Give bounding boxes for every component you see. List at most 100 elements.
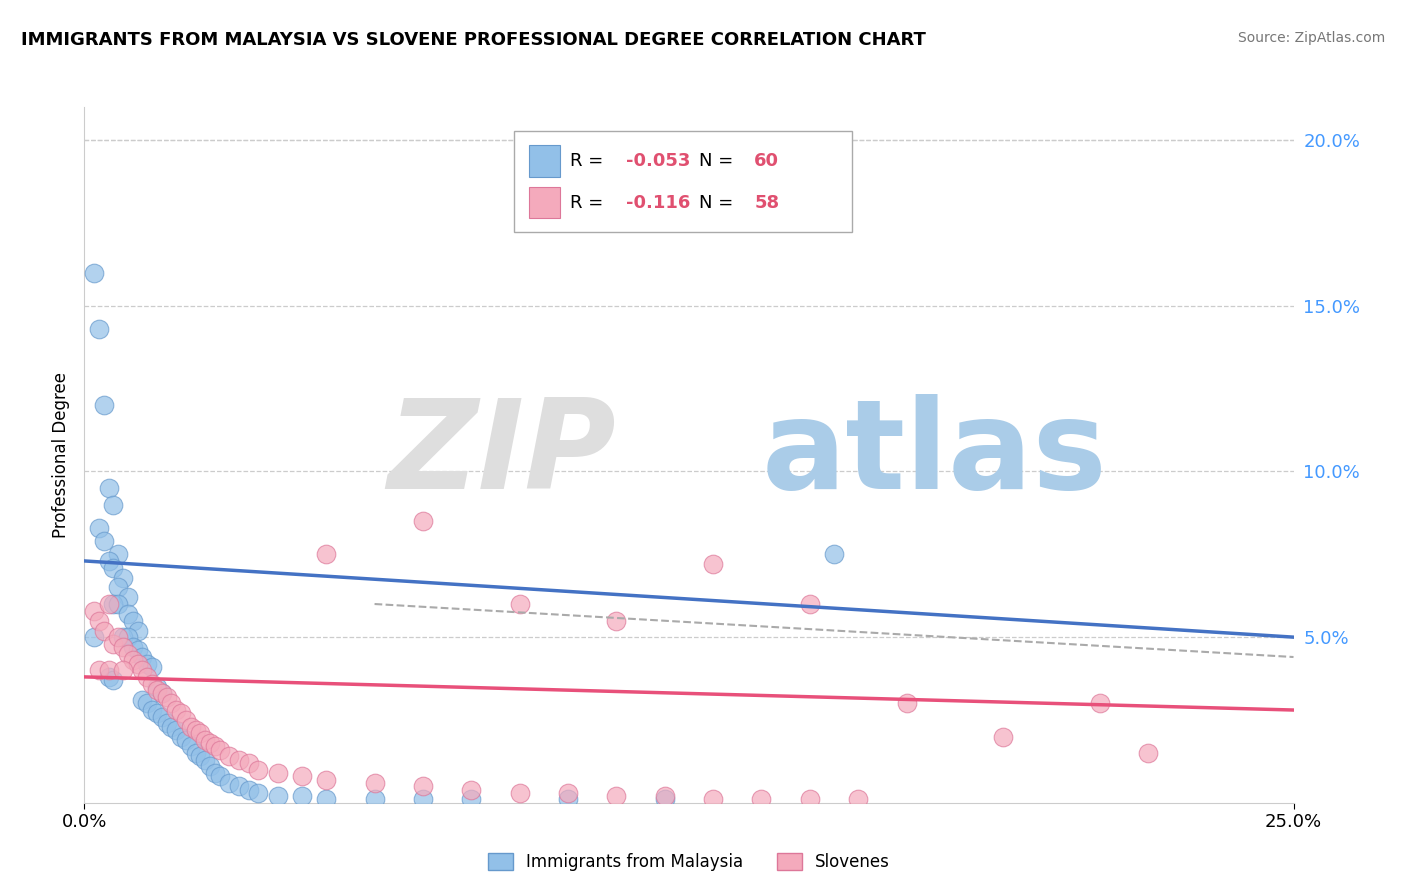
Point <box>131 663 153 677</box>
Point <box>97 481 120 495</box>
Point <box>150 709 173 723</box>
Point <box>131 650 153 665</box>
Point <box>315 547 337 561</box>
Point <box>363 776 385 790</box>
Point <box>103 673 125 688</box>
Point <box>127 643 149 657</box>
Bar <box>529 187 560 219</box>
Point <box>141 703 163 717</box>
Text: IMMIGRANTS FROM MALAYSIA VS SLOVENE PROFESSIONAL DEGREE CORRELATION CHART: IMMIGRANTS FROM MALAYSIA VS SLOVENE PROF… <box>21 31 927 49</box>
Point <box>117 607 139 621</box>
Point <box>97 670 120 684</box>
Point <box>93 624 115 638</box>
Point <box>87 521 110 535</box>
Point <box>412 514 434 528</box>
Point <box>799 792 821 806</box>
Point <box>291 769 314 783</box>
Point <box>160 720 183 734</box>
Point <box>112 630 135 644</box>
Point <box>180 739 202 754</box>
Point <box>127 624 149 638</box>
Point <box>557 792 579 806</box>
Point <box>896 697 918 711</box>
Bar <box>529 145 560 177</box>
Point <box>605 614 627 628</box>
Point <box>165 723 187 737</box>
Point <box>247 786 270 800</box>
Y-axis label: Professional Degree: Professional Degree <box>52 372 70 538</box>
Point <box>198 759 221 773</box>
Point <box>509 597 531 611</box>
Point <box>654 789 676 804</box>
Point <box>557 786 579 800</box>
Point <box>315 772 337 787</box>
Point <box>87 322 110 336</box>
FancyBboxPatch shape <box>513 131 852 232</box>
Point <box>112 570 135 584</box>
Point <box>190 726 212 740</box>
Point <box>204 766 226 780</box>
Point <box>194 753 217 767</box>
Text: R =: R = <box>571 194 609 212</box>
Point <box>1088 697 1111 711</box>
Point <box>146 683 169 698</box>
Point <box>121 640 143 654</box>
Text: -0.116: -0.116 <box>626 194 690 212</box>
Point <box>218 749 240 764</box>
Point <box>141 676 163 690</box>
Point <box>107 597 129 611</box>
Point <box>83 630 105 644</box>
Point <box>150 686 173 700</box>
Text: 60: 60 <box>754 152 779 169</box>
Point <box>1137 746 1160 760</box>
Text: N =: N = <box>699 194 738 212</box>
Point <box>97 554 120 568</box>
Point <box>150 686 173 700</box>
Point <box>103 498 125 512</box>
Point <box>291 789 314 804</box>
Point <box>218 776 240 790</box>
Point <box>654 792 676 806</box>
Point <box>194 732 217 747</box>
Point <box>136 697 159 711</box>
Point <box>165 703 187 717</box>
Point <box>112 663 135 677</box>
Point <box>174 732 197 747</box>
Point <box>127 657 149 671</box>
Point <box>117 647 139 661</box>
Point <box>131 693 153 707</box>
Text: atlas: atlas <box>762 394 1108 516</box>
Point <box>121 653 143 667</box>
Point <box>993 730 1015 744</box>
Point <box>107 630 129 644</box>
Point <box>208 769 231 783</box>
Text: -0.053: -0.053 <box>626 152 690 169</box>
Point <box>198 736 221 750</box>
Point <box>702 558 724 572</box>
Point <box>460 782 482 797</box>
Point <box>155 716 177 731</box>
Point <box>315 792 337 806</box>
Point <box>204 739 226 754</box>
Point <box>155 690 177 704</box>
Point <box>141 660 163 674</box>
Point <box>87 663 110 677</box>
Point <box>238 782 260 797</box>
Point <box>702 792 724 806</box>
Point <box>107 547 129 561</box>
Text: ZIP: ZIP <box>388 394 616 516</box>
Point <box>605 789 627 804</box>
Point <box>146 706 169 721</box>
Point <box>184 746 207 760</box>
Point <box>799 597 821 611</box>
Point <box>107 581 129 595</box>
Point <box>228 753 250 767</box>
Point <box>190 749 212 764</box>
Point <box>117 591 139 605</box>
Point <box>846 792 869 806</box>
Point <box>87 614 110 628</box>
Point <box>83 266 105 280</box>
Point <box>112 640 135 654</box>
Point <box>412 779 434 793</box>
Point <box>103 597 125 611</box>
